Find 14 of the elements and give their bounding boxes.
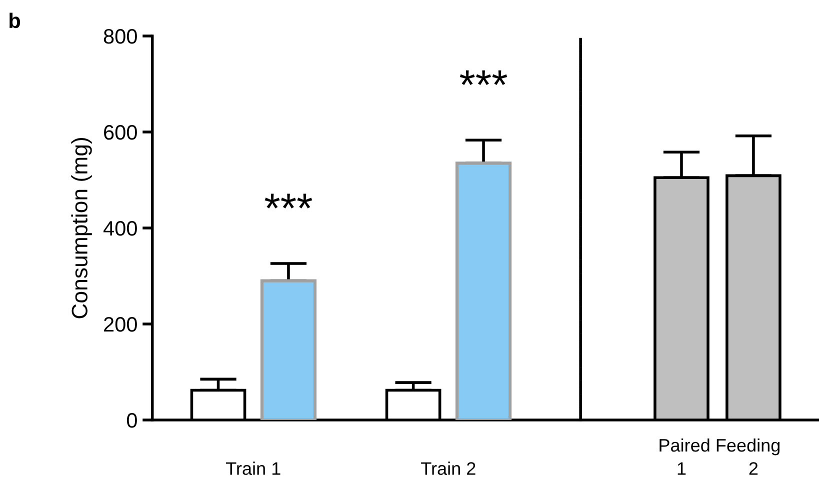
x-tick-label: 1 <box>678 462 686 475</box>
x-tick-label: Train 2 <box>421 462 476 475</box>
text: Paired Feeding <box>660 438 780 456</box>
y-tick-label: 800 <box>104 29 137 44</box>
y-axis-title: Consumption (mg) <box>71 138 92 318</box>
text: b <box>10 12 20 28</box>
x-tick-label: 2 <box>749 462 758 475</box>
annotation: *** <box>460 70 508 86</box>
annotation: *** <box>264 194 312 208</box>
x-tick-label: Train 1 <box>226 462 280 475</box>
y-tick-label: 600 <box>104 125 137 140</box>
y-tick-label: 0 <box>126 413 137 428</box>
y-tick-label: 200 <box>104 317 137 332</box>
y-tick-label: 400 <box>103 221 137 236</box>
